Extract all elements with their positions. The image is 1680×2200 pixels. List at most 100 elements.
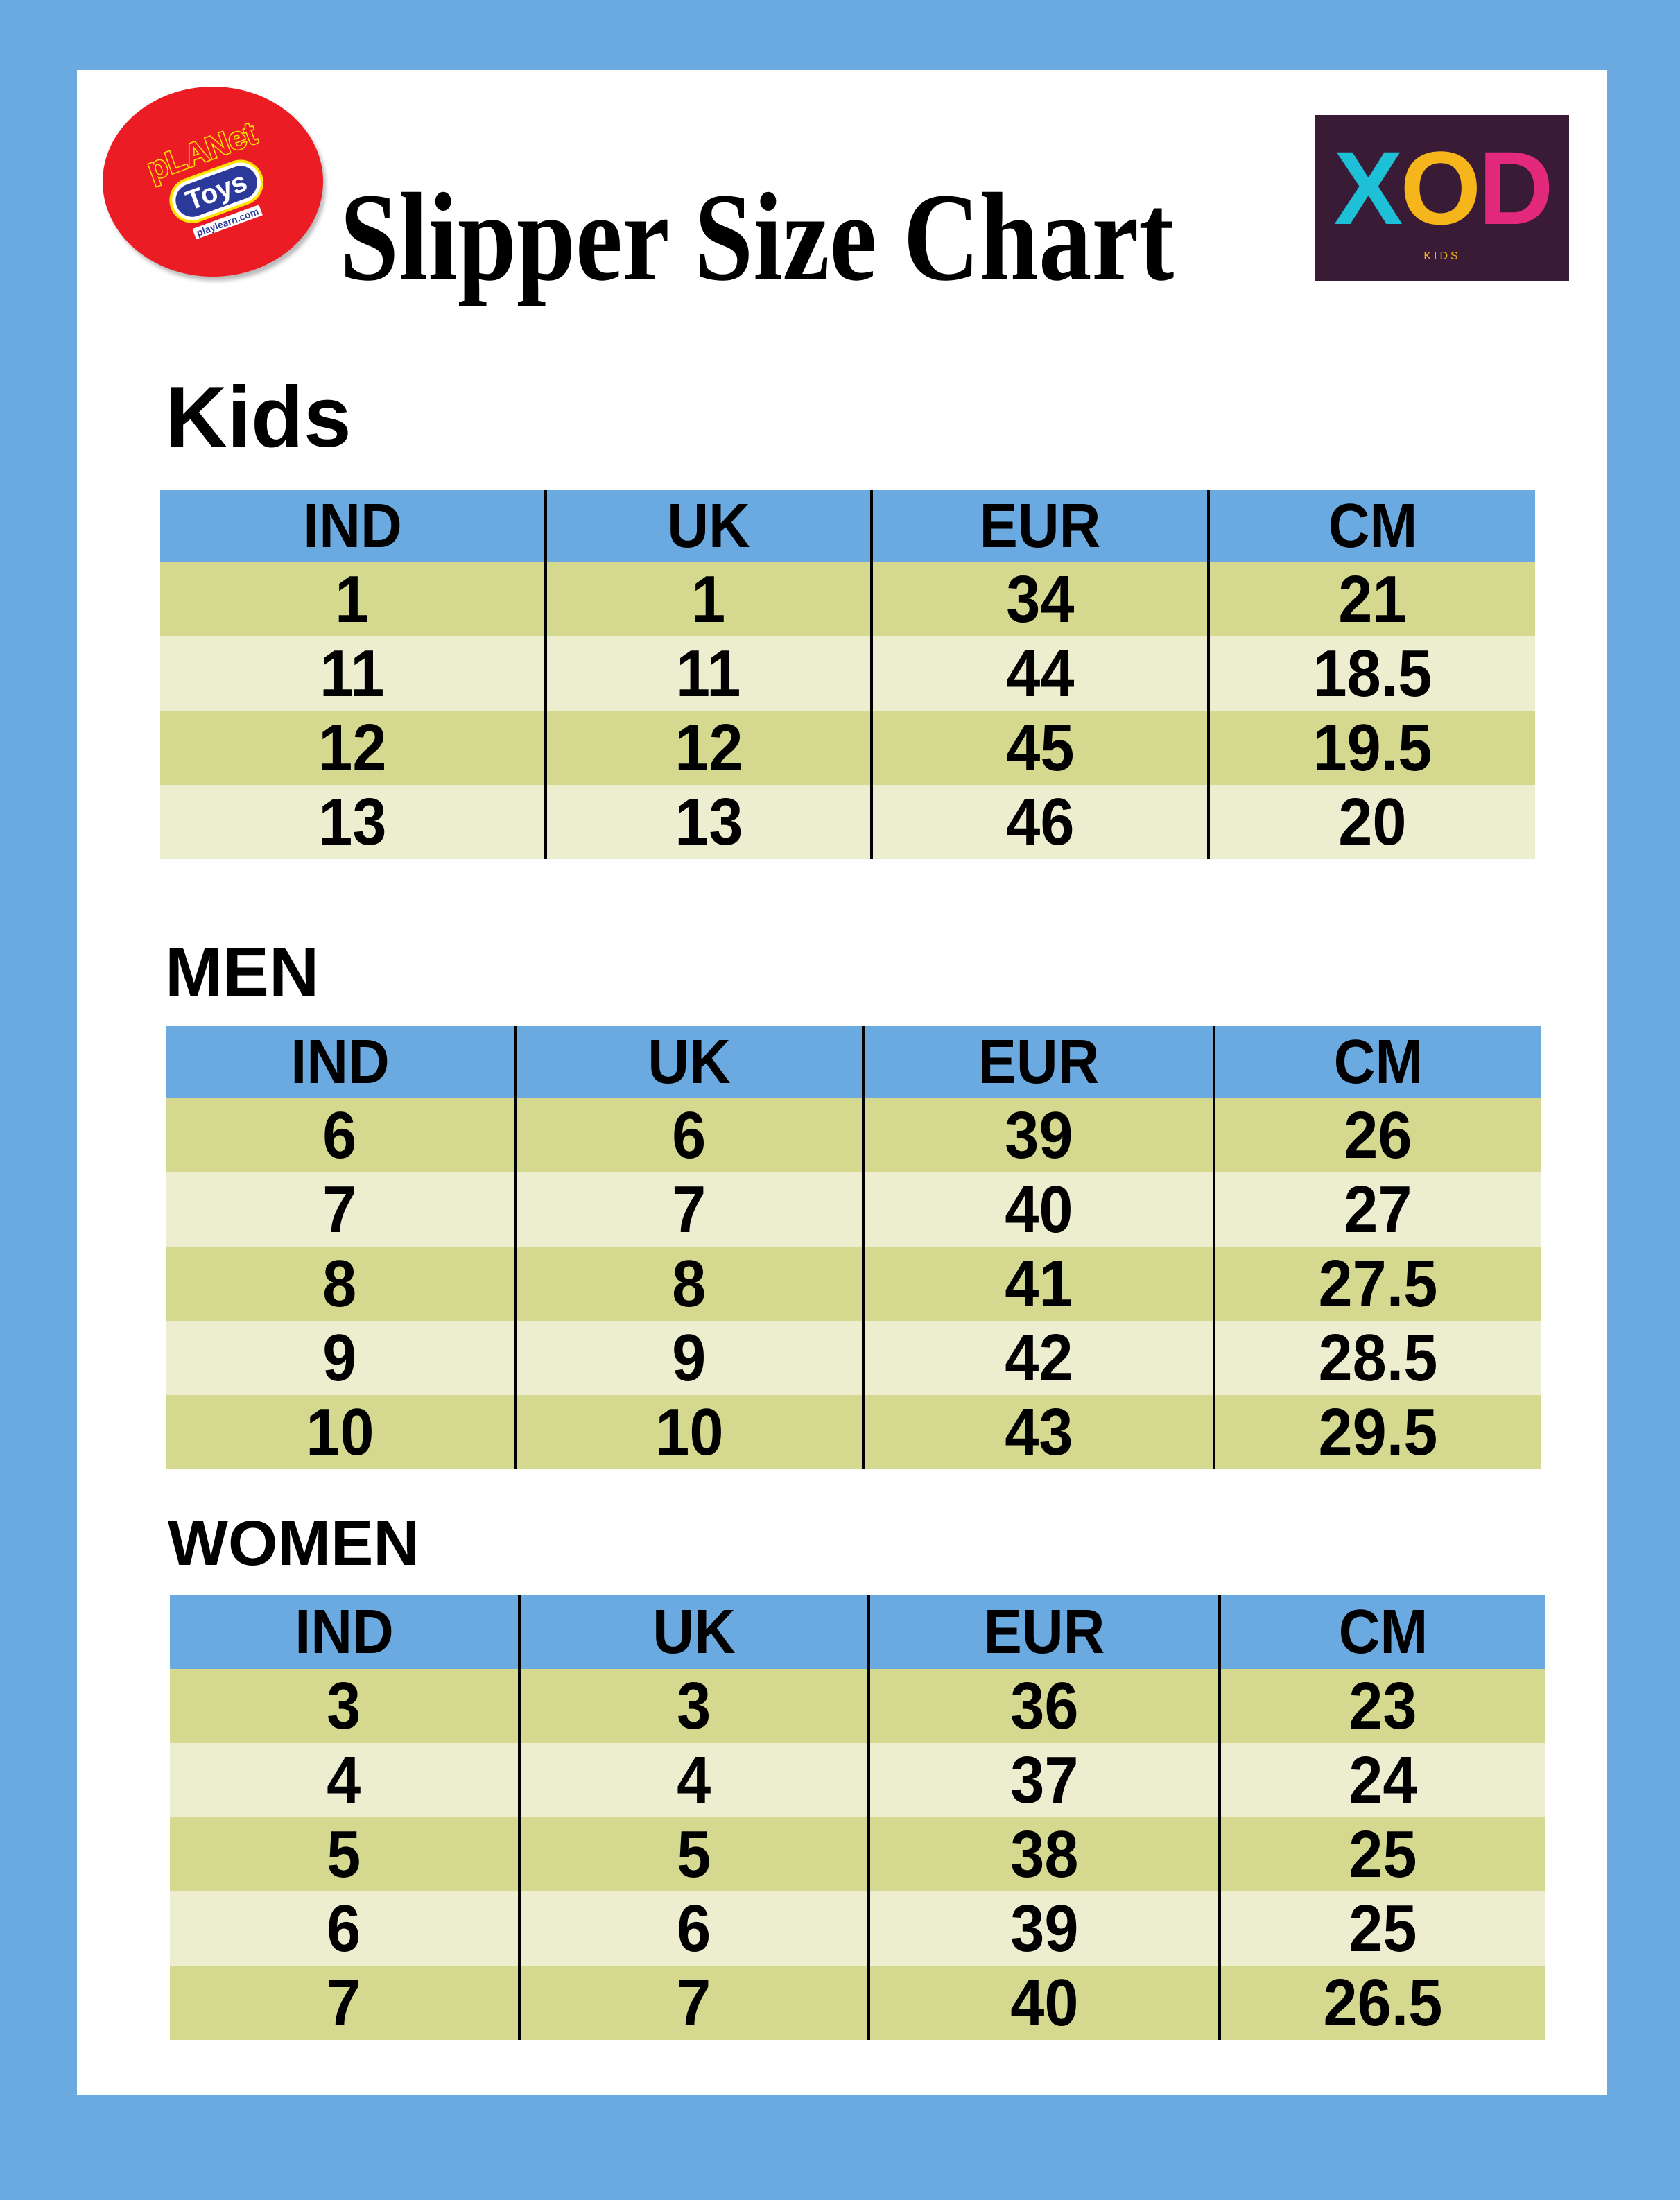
cell-value: 9 (672, 1321, 707, 1395)
column-header-label: CM (1328, 491, 1417, 561)
column-header-label: IND (294, 1597, 394, 1667)
cell-value: 12 (318, 711, 387, 785)
kids-table-cell-cm: 18.5 (1207, 636, 1535, 711)
women-column-header-ind: IND (170, 1595, 518, 1669)
men-table-cell-eur: 41 (862, 1247, 1213, 1321)
men-table-cell-eur: 39 (862, 1098, 1213, 1172)
column-header-label: EUR (978, 1028, 1100, 1097)
women-table-cell-cm: 25 (1218, 1817, 1545, 1891)
cell-value: 34 (1005, 562, 1075, 636)
column-header-label: UK (667, 491, 750, 561)
cell-value: 25 (1349, 1817, 1417, 1891)
cell-value: 6 (677, 1891, 711, 1966)
column-header-label: UK (652, 1597, 736, 1667)
logo-letter-d: D (1478, 130, 1553, 246)
cell-value: 23 (1349, 1669, 1417, 1743)
cell-value: 9 (322, 1321, 357, 1395)
men-table-cell-eur: 43 (862, 1395, 1213, 1469)
cell-value: 20 (1338, 785, 1407, 859)
men-table-cell-uk: 9 (514, 1321, 862, 1395)
women-table-cell-ind: 6 (170, 1891, 518, 1966)
column-header-label: CM (1338, 1597, 1428, 1667)
cell-value: 39 (1010, 1891, 1079, 1966)
men-table-cell-cm: 26 (1213, 1098, 1541, 1172)
cell-value: 6 (672, 1098, 707, 1172)
men-table-cell-uk: 10 (514, 1395, 862, 1469)
cell-value: 3 (327, 1669, 361, 1743)
cell-value: 40 (1010, 1966, 1079, 2040)
men-column-header-eur: EUR (862, 1026, 1213, 1098)
men-table-cell-uk: 7 (514, 1172, 862, 1247)
column-header-label: IND (302, 491, 402, 561)
cell-value: 4 (327, 1743, 361, 1817)
logo-letter-x: X (1333, 130, 1403, 246)
kids-table-cell-eur: 45 (870, 711, 1207, 785)
men-heading: MEN (165, 933, 320, 1011)
cell-value: 45 (1005, 711, 1075, 785)
cell-value: 36 (1010, 1669, 1079, 1743)
kids-table-cell-uk: 12 (544, 711, 870, 785)
cell-value: 41 (1004, 1247, 1073, 1321)
logo-letter-o: O (1400, 130, 1482, 246)
men-table-cell-eur: 40 (862, 1172, 1213, 1247)
men-table-cell-ind: 10 (166, 1395, 514, 1469)
cell-value: 26.5 (1323, 1966, 1443, 2040)
men-table-cell-uk: 6 (514, 1098, 862, 1172)
cell-value: 11 (320, 636, 385, 711)
men-table-cell-cm: 27 (1213, 1172, 1541, 1247)
kids-column-header-ind: IND (160, 490, 544, 562)
kids-column-header-cm: CM (1207, 490, 1535, 562)
cell-value: 6 (327, 1891, 361, 1966)
women-table-cell-ind: 5 (170, 1817, 518, 1891)
cell-value: 29.5 (1318, 1395, 1438, 1469)
men-table-cell-ind: 9 (166, 1321, 514, 1395)
women-table-cell-uk: 3 (518, 1669, 867, 1743)
cell-value: 24 (1349, 1743, 1417, 1817)
women-table-cell-uk: 5 (518, 1817, 867, 1891)
kids-table-cell-cm: 21 (1207, 562, 1535, 636)
cell-value: 26 (1344, 1098, 1412, 1172)
men-table-cell-cm: 27.5 (1213, 1247, 1541, 1321)
kids-table-cell-eur: 34 (870, 562, 1207, 636)
women-table-cell-cm: 24 (1218, 1743, 1545, 1817)
women-table-cell-cm: 23 (1218, 1669, 1545, 1743)
cell-value: 27.5 (1318, 1247, 1438, 1321)
planet-of-toys-logo: pLANet Toys playlearn.com (103, 87, 323, 277)
cell-value: 4 (677, 1743, 711, 1817)
women-table-cell-ind: 4 (170, 1743, 518, 1817)
cell-value: 7 (672, 1172, 707, 1247)
kids-table-cell-ind: 13 (160, 785, 544, 859)
women-table-cell-ind: 7 (170, 1966, 518, 2040)
column-header-label: EUR (983, 1597, 1105, 1667)
column-header-label: IND (290, 1028, 390, 1097)
xod-kids-logo: XOD KIDS (1315, 115, 1569, 281)
cell-value: 13 (318, 785, 387, 859)
cell-value: 27 (1344, 1172, 1412, 1247)
women-table-cell-uk: 6 (518, 1891, 867, 1966)
cell-value: 7 (327, 1966, 361, 2040)
men-table-cell-cm: 29.5 (1213, 1395, 1541, 1469)
kids-table-cell-uk: 1 (544, 562, 870, 636)
cell-value: 25 (1349, 1891, 1417, 1966)
women-table-cell-eur: 36 (867, 1669, 1218, 1743)
cell-value: 13 (674, 785, 743, 859)
kids-table-cell-cm: 20 (1207, 785, 1535, 859)
cell-value: 5 (327, 1817, 361, 1891)
kids-column-header-eur: EUR (870, 490, 1207, 562)
cell-value: 37 (1010, 1743, 1079, 1817)
column-header-label: EUR (979, 491, 1101, 561)
kids-size-table: IND UK EUR CM 1 1 34 21 11 11 44 18.5 12 12 45 19.5 13 13… (160, 490, 1535, 859)
cell-value: 38 (1010, 1817, 1079, 1891)
men-column-header-ind: IND (166, 1026, 514, 1098)
men-table-cell-ind: 8 (166, 1247, 514, 1321)
cell-value: 6 (322, 1098, 357, 1172)
kids-column-header-uk: UK (544, 490, 870, 562)
cell-value: 46 (1005, 785, 1075, 859)
cell-value: 5 (677, 1817, 711, 1891)
column-header-label: CM (1333, 1028, 1423, 1097)
cell-value: 40 (1004, 1172, 1073, 1247)
women-table-cell-ind: 3 (170, 1669, 518, 1743)
cell-value: 10 (655, 1395, 724, 1469)
cell-value: 28.5 (1318, 1321, 1438, 1395)
cell-value: 42 (1004, 1321, 1073, 1395)
